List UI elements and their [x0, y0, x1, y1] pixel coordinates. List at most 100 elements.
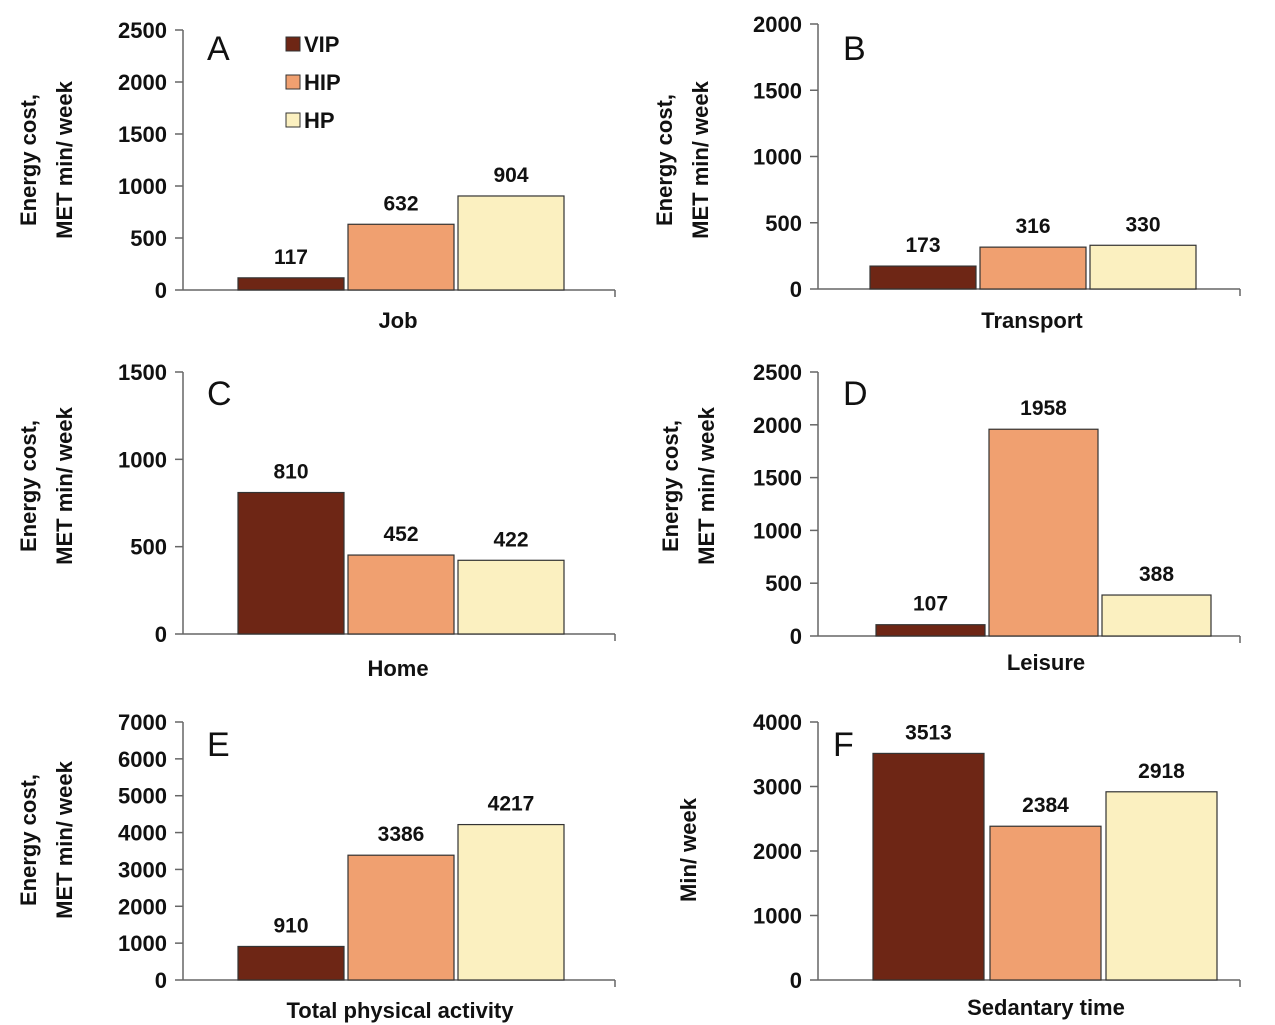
y-tick-label: 500 — [765, 211, 802, 236]
y-tick-label: 1000 — [118, 931, 167, 956]
y-tick-label: 6000 — [118, 747, 167, 772]
bar-vip — [237, 277, 345, 291]
bar-hp — [457, 559, 565, 635]
y-tick-label: 1500 — [753, 466, 802, 491]
bar-vip — [869, 265, 977, 290]
data-label: 316 — [1015, 215, 1050, 238]
y-tick-label: 0 — [155, 968, 167, 993]
bar-vip — [872, 752, 985, 981]
data-label: 3386 — [378, 823, 425, 846]
legend-label: HP — [304, 108, 335, 133]
y-tick-label: 500 — [130, 535, 167, 560]
bar-hip — [347, 223, 455, 291]
data-label: 3513 — [905, 721, 952, 744]
legend-swatch-hip — [285, 74, 301, 90]
y-tick-label: 2000 — [753, 413, 802, 438]
y-tick-label: 2500 — [118, 18, 167, 43]
panel-letter: F — [833, 726, 854, 764]
bar-vip — [875, 624, 986, 637]
y-tick-label: 1000 — [118, 447, 167, 472]
panel-letter: E — [207, 726, 230, 764]
y-tick-label: 1000 — [118, 174, 167, 199]
bar-hp — [1089, 244, 1197, 290]
y-axis-label-line: MET min/ week — [52, 80, 77, 238]
bar-hip — [988, 428, 1099, 637]
y-axis-label-line: Energy cost, — [652, 94, 677, 226]
data-label: 117 — [274, 246, 308, 269]
y-axis-label-line: MET min/ week — [688, 80, 713, 238]
bar-hip — [979, 246, 1087, 290]
y-axis-label-line: Energy cost, — [16, 420, 41, 552]
data-label: 330 — [1125, 213, 1160, 236]
panel-letter: B — [843, 30, 866, 68]
panel-e: 0 1000 2000 3000 4000 5000 6000 7000 910 3386 4217… — [16, 710, 616, 1023]
x-axis-label: Leisure — [1007, 650, 1085, 675]
y-tick-label: 1000 — [753, 145, 802, 170]
bar-hip — [347, 854, 455, 981]
y-axis-label: Energy cost, MET min/ week — [16, 406, 77, 564]
y-tick-label: 1000 — [753, 904, 802, 929]
data-label: 904 — [493, 164, 528, 187]
y-tick-label: 1000 — [753, 518, 802, 543]
y-tick-label: 3000 — [753, 775, 802, 800]
legend-swatch-hp — [285, 112, 301, 128]
y-tick-label: 4000 — [118, 821, 167, 846]
bar-hp — [1105, 791, 1218, 981]
y-tick-label: 1500 — [118, 122, 167, 147]
y-axis-label-line: MET min/ week — [694, 406, 719, 564]
data-label: 910 — [273, 914, 308, 937]
bar-hp — [1101, 594, 1212, 637]
y-axis-label: Energy cost, MET min/ week — [658, 406, 719, 564]
y-axis-label-line: Energy cost, — [16, 94, 41, 226]
y-axis-label: Energy cost, MET min/ week — [16, 80, 77, 238]
legend-label: HIP — [304, 70, 341, 95]
data-label: 1958 — [1020, 397, 1067, 420]
y-tick-label: 7000 — [118, 710, 167, 735]
y-tick-label: 500 — [765, 571, 802, 596]
x-axis-label: Sedantary time — [967, 995, 1125, 1020]
data-label: 388 — [1139, 563, 1174, 586]
y-axis-label-line: Min/ week — [676, 797, 701, 902]
bar-vip — [237, 945, 345, 981]
y-tick-label: 4000 — [753, 710, 802, 735]
legend: VIP HIP HP — [285, 32, 341, 133]
x-axis-label: Home — [367, 656, 428, 681]
x-axis-label: Total physical activity — [286, 998, 514, 1023]
y-axis-label-line: MET min/ week — [52, 760, 77, 918]
panel-f: 0 1000 2000 3000 4000 3513 2384 2918 Sedantary t… — [676, 710, 1241, 1020]
y-tick-label: 1500 — [753, 78, 802, 103]
y-tick-label: 2000 — [753, 839, 802, 864]
data-label: 4217 — [488, 793, 535, 816]
y-tick-label: 0 — [790, 624, 802, 649]
y-axis-label-line: MET min/ week — [52, 406, 77, 564]
x-axis-label: Job — [378, 308, 417, 333]
x-axis-label: Transport — [981, 308, 1083, 333]
y-tick-label: 0 — [790, 277, 802, 302]
y-tick-label: 3000 — [118, 857, 167, 882]
y-tick-label: 2000 — [118, 70, 167, 95]
legend-label: VIP — [304, 32, 339, 57]
data-label: 173 — [905, 234, 940, 257]
y-tick-label: 1500 — [118, 360, 167, 385]
panel-c: 0 500 1000 1500 810 452 422 Home Energy cost, MET… — [16, 360, 616, 681]
panel-a: 0 500 1000 1500 2000 2500 117 632 904 Job Energy c… — [16, 18, 616, 333]
y-axis-label: Min/ week — [676, 797, 701, 902]
y-axis-label: Energy cost, MET min/ week — [652, 80, 713, 238]
data-label: 632 — [383, 192, 418, 215]
data-label: 422 — [493, 528, 528, 551]
panel-letter: C — [207, 375, 232, 413]
data-label: 2918 — [1138, 760, 1185, 783]
bar-vip — [237, 491, 345, 635]
y-tick-label: 0 — [155, 622, 167, 647]
y-tick-label: 5000 — [118, 784, 167, 809]
y-axis-label-line: Energy cost, — [658, 420, 683, 552]
data-label: 107 — [913, 593, 948, 616]
bar-hip — [347, 554, 455, 635]
panel-letter: D — [843, 375, 868, 413]
y-axis-label: Energy cost, MET min/ week — [16, 760, 77, 918]
y-tick-label: 2000 — [118, 894, 167, 919]
bar-hip — [989, 825, 1102, 981]
panel-b: 0 500 1000 1500 2000 173 316 330 Transport Energy… — [652, 12, 1241, 333]
y-tick-label: 2000 — [753, 12, 802, 37]
